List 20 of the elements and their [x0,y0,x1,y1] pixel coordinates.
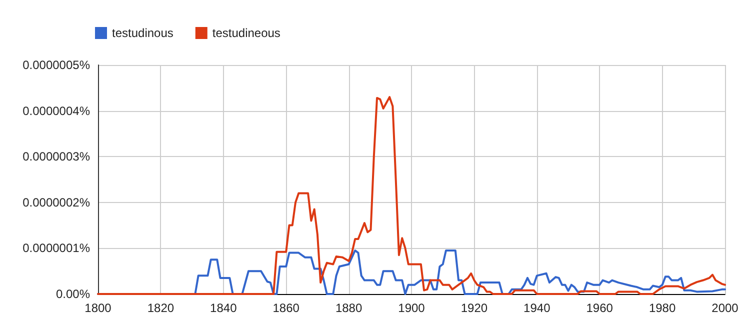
x-tick-label: 1920 [460,301,488,315]
x-tick-label: 1800 [84,301,112,315]
y-tick-label: 0.0000001% [22,241,90,256]
line-series [97,96,726,295]
y-tick-label: 0.0000005% [22,58,90,72]
x-tick-label: 1900 [398,301,426,315]
x-tick-label: 1940 [524,301,551,315]
x-tick-label: 1980 [648,301,676,315]
x-tick-label: 1960 [586,301,614,315]
legend-label: testudinous [112,26,174,40]
y-tick-label: 0.00% [56,287,90,301]
x-tick-label: 1840 [210,301,238,315]
y-tick-label: 0.0000003% [22,150,90,164]
x-tick-label: 1860 [272,301,300,315]
x-tick-label: 1820 [147,301,174,315]
x-tick-label: 1880 [335,301,362,315]
x-tick-label: 2000 [712,301,739,315]
y-tick-label: 0.0000004% [22,104,90,118]
legend-label: testudineous [212,26,280,40]
y-tick-label: 0.0000002% [22,195,90,210]
